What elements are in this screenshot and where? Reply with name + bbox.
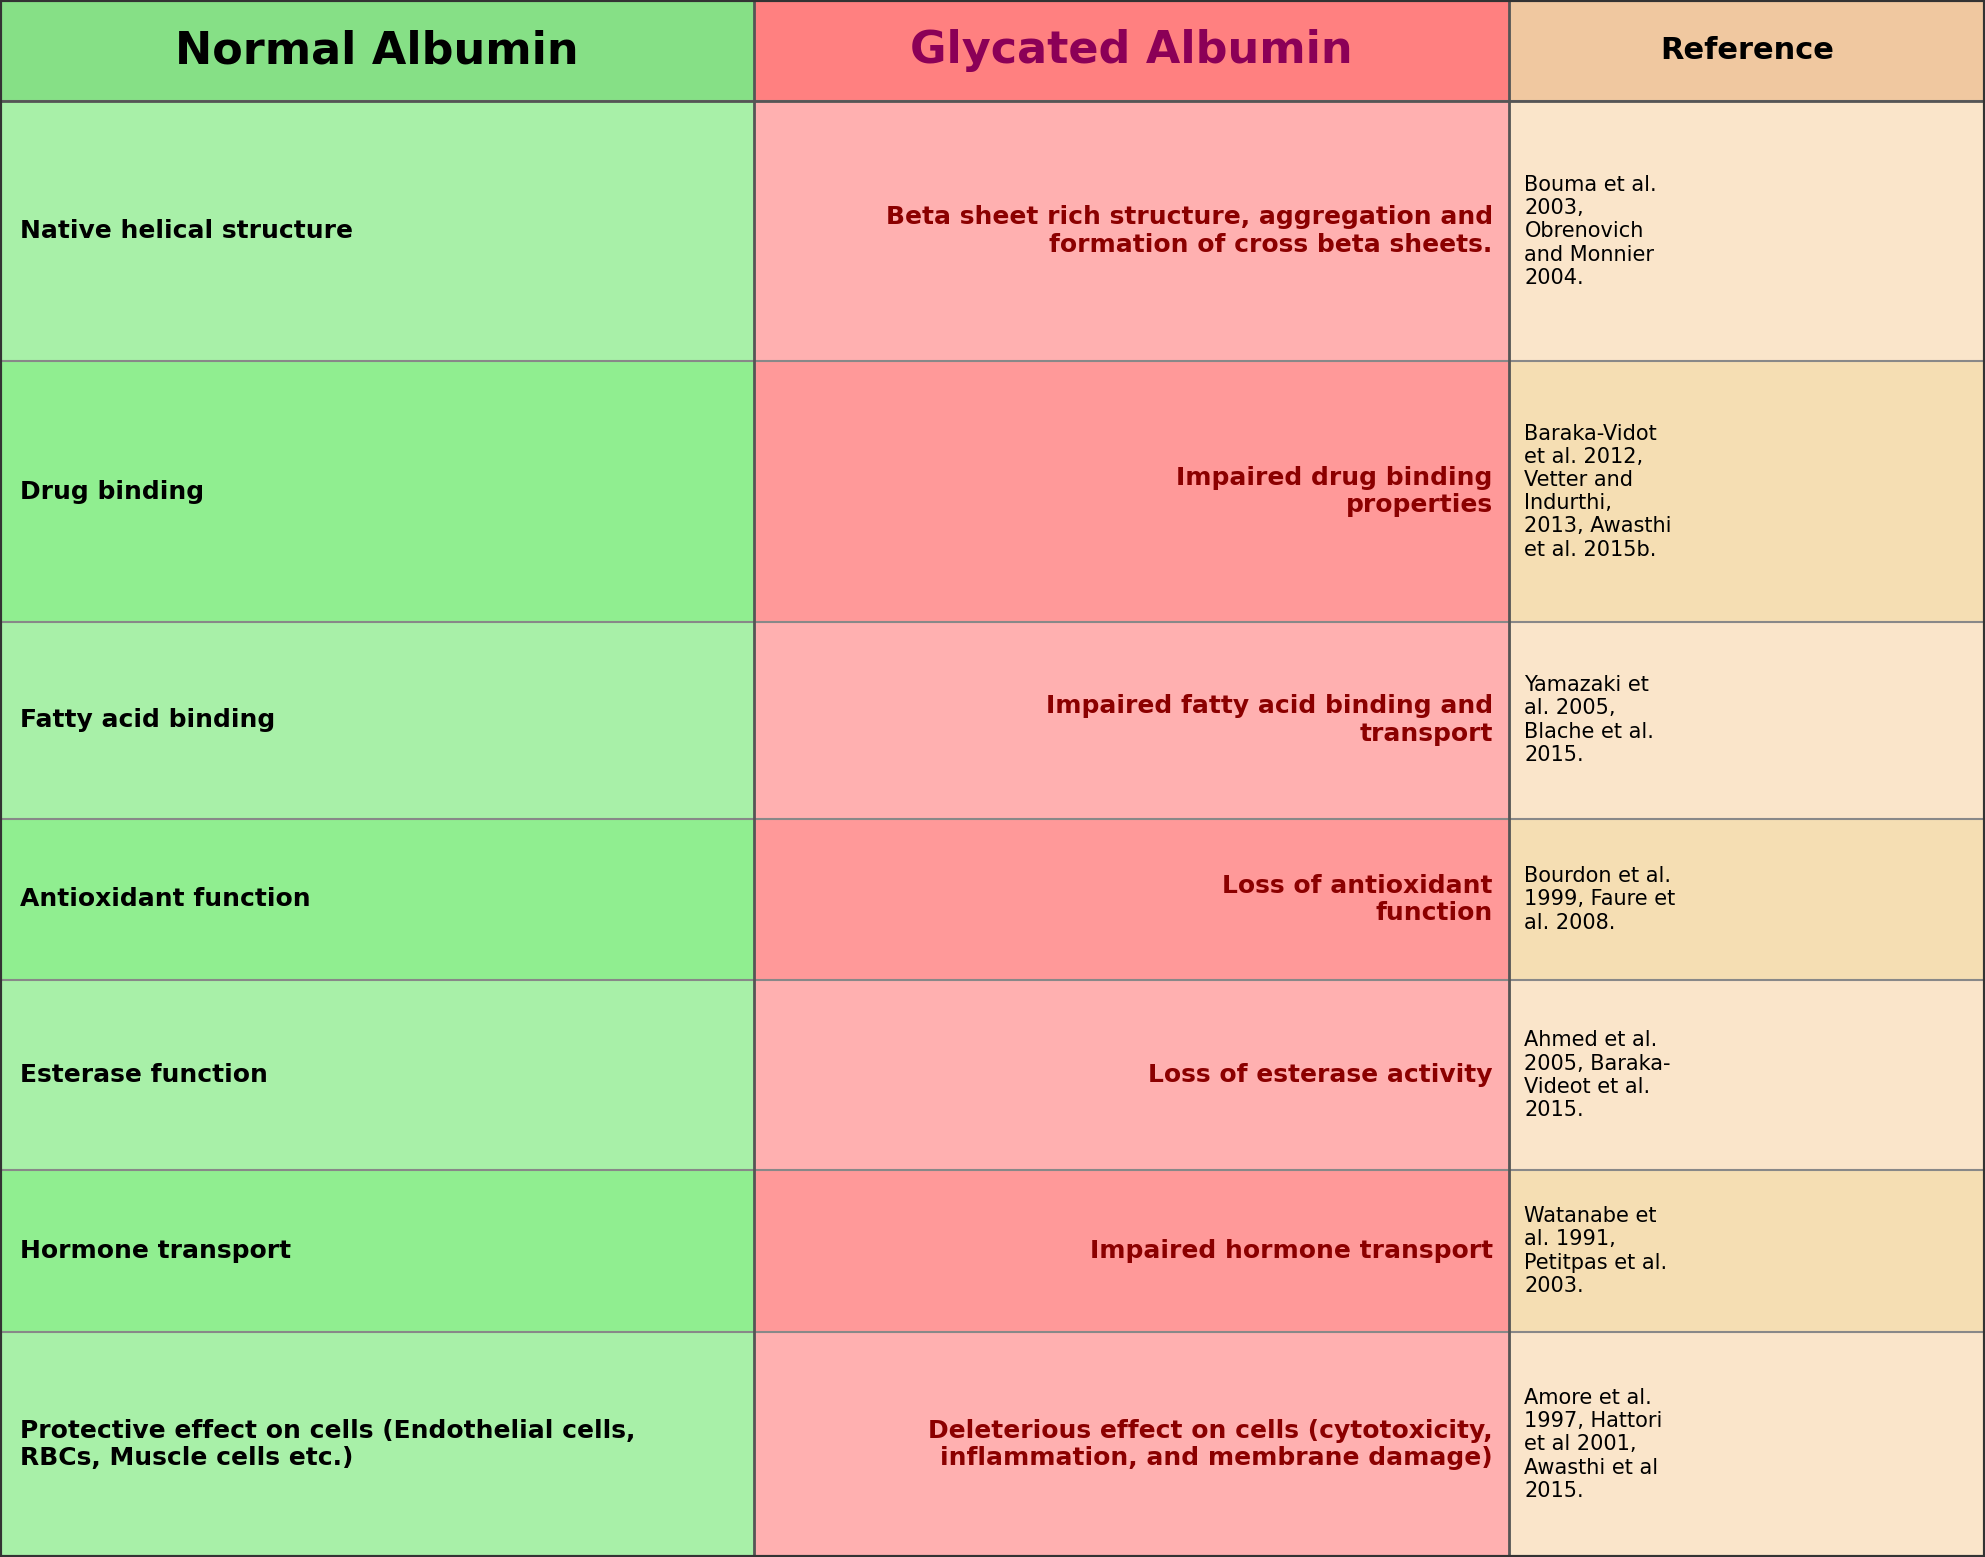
Bar — [0, 101, 754, 361]
Text: Esterase function: Esterase function — [20, 1063, 268, 1087]
Bar — [754, 819, 1509, 981]
Bar — [0, 1171, 754, 1331]
Text: Loss of antioxidant
function: Loss of antioxidant function — [1223, 873, 1493, 925]
Bar — [0, 621, 754, 819]
Text: Impaired fatty acid binding and
transport: Impaired fatty acid binding and transpor… — [1046, 694, 1493, 746]
Bar — [754, 981, 1509, 1171]
Text: Hormone transport: Hormone transport — [20, 1239, 292, 1263]
Bar — [754, 1331, 1509, 1557]
Text: Native helical structure: Native helical structure — [20, 220, 353, 243]
Bar — [754, 101, 1509, 361]
Bar — [0, 1331, 754, 1557]
Text: Beta sheet rich structure, aggregation and
formation of cross beta sheets.: Beta sheet rich structure, aggregation a… — [885, 206, 1493, 257]
Text: Glycated Albumin: Glycated Albumin — [911, 30, 1352, 72]
Text: Antioxidant function: Antioxidant function — [20, 887, 310, 911]
Bar — [1509, 1171, 1985, 1331]
Text: Drug binding: Drug binding — [20, 480, 204, 503]
Text: Watanabe et
al. 1991,
Petitpas et al.
2003.: Watanabe et al. 1991, Petitpas et al. 20… — [1524, 1207, 1667, 1295]
Bar — [1509, 621, 1985, 819]
Text: Reference: Reference — [1659, 36, 1834, 65]
Bar — [1509, 0, 1985, 101]
Bar — [1509, 1331, 1985, 1557]
Text: Yamazaki et
al. 2005,
Blache et al.
2015.: Yamazaki et al. 2005, Blache et al. 2015… — [1524, 676, 1654, 764]
Text: Bourdon et al.
1999, Faure et
al. 2008.: Bourdon et al. 1999, Faure et al. 2008. — [1524, 866, 1675, 933]
Bar — [1509, 361, 1985, 621]
Bar — [1509, 819, 1985, 981]
Bar — [754, 0, 1509, 101]
Text: Normal Albumin: Normal Albumin — [175, 30, 580, 72]
Text: Ahmed et al.
2005, Baraka-
Videot et al.
2015.: Ahmed et al. 2005, Baraka- Videot et al.… — [1524, 1031, 1671, 1119]
Text: Impaired hormone transport: Impaired hormone transport — [1090, 1239, 1493, 1263]
Text: Amore et al.
1997, Hattori
et al 2001,
Awasthi et al
2015.: Amore et al. 1997, Hattori et al 2001, A… — [1524, 1389, 1663, 1501]
Text: Fatty acid binding: Fatty acid binding — [20, 708, 276, 732]
Bar — [0, 981, 754, 1171]
Bar — [0, 361, 754, 621]
Text: Protective effect on cells (Endothelial cells,
RBCs, Muscle cells etc.): Protective effect on cells (Endothelial … — [20, 1418, 635, 1470]
Text: Impaired drug binding
properties: Impaired drug binding properties — [1177, 466, 1493, 517]
Bar — [754, 361, 1509, 621]
Bar — [1509, 101, 1985, 361]
Text: Baraka-Vidot
et al. 2012,
Vetter and
Indurthi,
2013, Awasthi
et al. 2015b.: Baraka-Vidot et al. 2012, Vetter and Ind… — [1524, 424, 1671, 559]
Text: Bouma et al.
2003,
Obrenovich
and Monnier
2004.: Bouma et al. 2003, Obrenovich and Monnie… — [1524, 174, 1657, 288]
Bar — [1509, 981, 1985, 1171]
Bar — [0, 0, 754, 101]
Bar — [754, 621, 1509, 819]
Bar — [754, 1171, 1509, 1331]
Text: Deleterious effect on cells (cytotoxicity,
inflammation, and membrane damage): Deleterious effect on cells (cytotoxicit… — [929, 1418, 1493, 1470]
Text: Loss of esterase activity: Loss of esterase activity — [1147, 1063, 1493, 1087]
Bar — [0, 819, 754, 981]
